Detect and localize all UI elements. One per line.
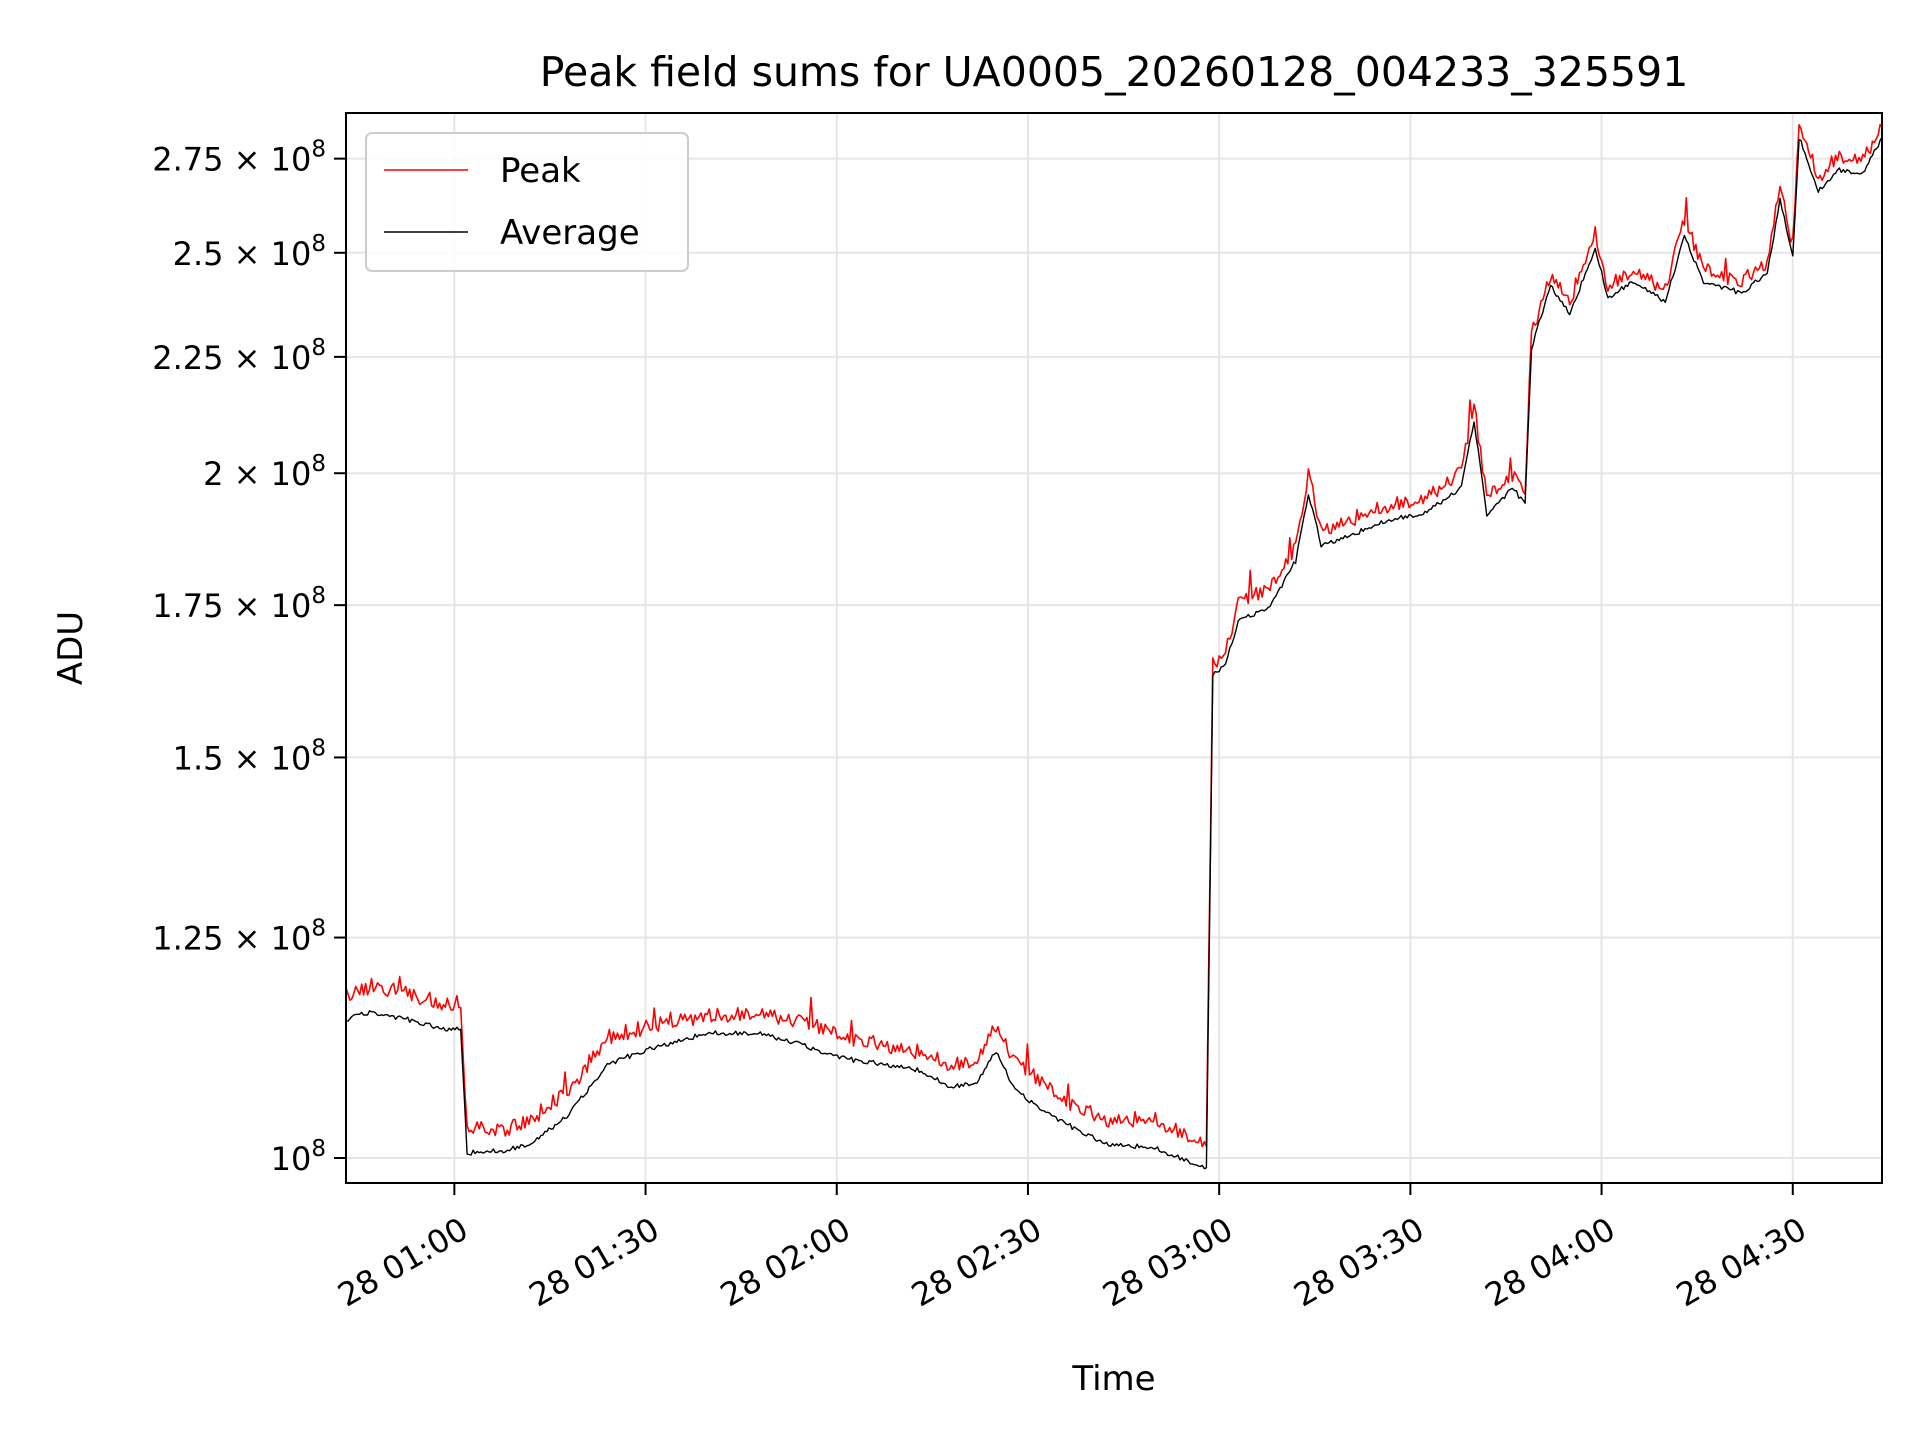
y-tick-label: 2.25 × 108	[152, 335, 326, 377]
y-tick-exponent: 8	[311, 1136, 326, 1162]
y-tick-exponent: 8	[311, 335, 326, 361]
chart-title: Peak field sums for UA0005_20260128_0042…	[540, 48, 1689, 96]
x-axis-label: Time	[1071, 1359, 1155, 1399]
series-line-average	[345, 136, 1883, 1170]
legend-label-average: Average	[500, 213, 640, 253]
y-tick-label: 1.5 × 108	[173, 735, 326, 777]
x-tick-label: 28 03:00	[1096, 1210, 1239, 1314]
legend-box	[365, 132, 689, 272]
y-tick-exponent: 8	[311, 137, 326, 163]
grid-layer	[346, 113, 1882, 1183]
x-tick-label: 28 01:30	[523, 1210, 666, 1314]
legend: Peak Average	[365, 132, 689, 272]
y-tick-exponent: 8	[311, 735, 326, 761]
x-tick-label: 28 04:30	[1670, 1210, 1813, 1314]
series-layer	[345, 123, 1883, 1170]
y-tick-exponent: 8	[311, 916, 326, 942]
y-tick-exponent: 8	[311, 583, 326, 609]
y-tick-label: 2.5 × 108	[173, 231, 326, 273]
x-tick-label: 28 02:00	[714, 1210, 857, 1314]
y-axis-label: ADU	[51, 611, 91, 685]
x-tick-label: 28 04:00	[1479, 1210, 1622, 1314]
tick-layer: 28 01:00 28 01:30 28 02:00 28 02:30 28 03:00…	[152, 137, 1813, 1315]
y-tick-exponent: 8	[311, 451, 326, 477]
y-tick-label: 1.75 × 108	[152, 583, 326, 625]
y-tick-label: 1.25 × 108	[152, 916, 326, 958]
x-tick-label: 28 01:00	[331, 1210, 474, 1314]
x-tick-label: 28 02:30	[905, 1210, 1048, 1314]
y-tick-label: 2.75 × 108	[152, 137, 326, 179]
plot-frame	[345, 112, 1883, 1184]
y-tick-exponent: 8	[311, 231, 326, 257]
y-tick-label: 108	[271, 1136, 326, 1178]
series-line-peak	[345, 123, 1883, 1148]
y-tick-label: 2 × 108	[203, 451, 326, 493]
legend-label-peak: Peak	[500, 151, 581, 191]
x-tick-label: 28 03:30	[1287, 1210, 1430, 1314]
